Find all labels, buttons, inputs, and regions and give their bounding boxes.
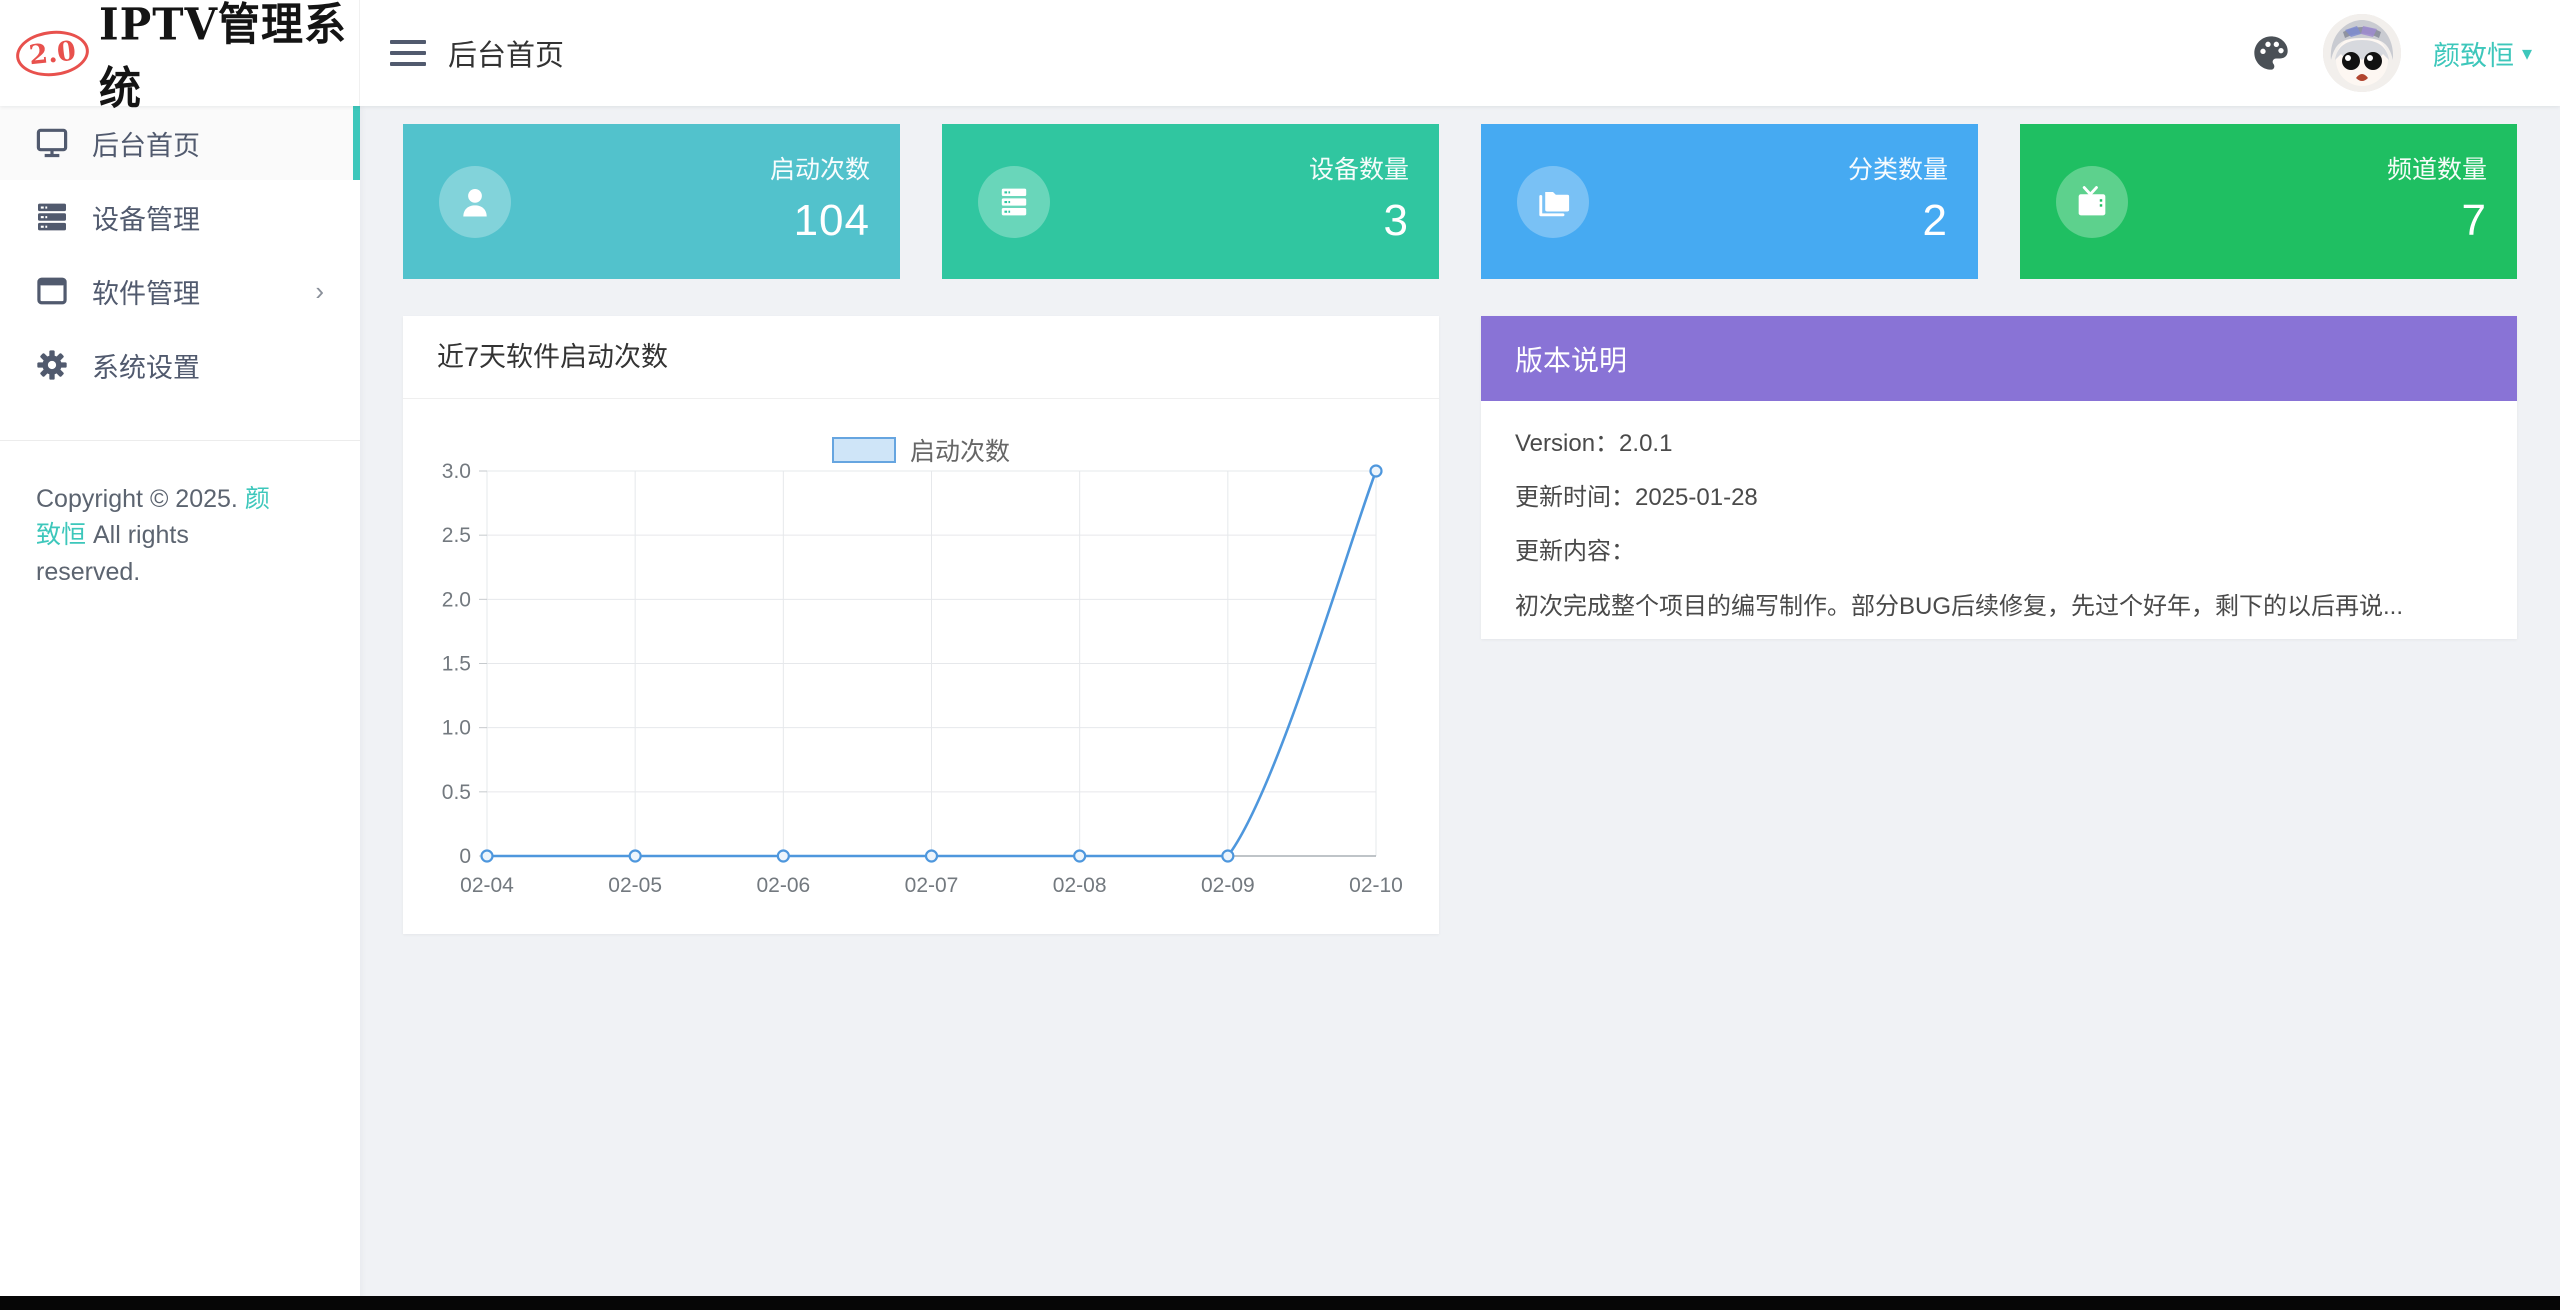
svg-text:02-06: 02-06 xyxy=(756,874,810,897)
stat-label: 频道数量 xyxy=(2386,156,2487,184)
sidebar-item-software[interactable]: 软件管理 › xyxy=(0,254,360,328)
version-panel-body: Version：2.0.1 更新时间：2025-01-28 更新内容： 初次完成… xyxy=(1481,401,2517,622)
stat-card-category-count: 分类数量 2 xyxy=(1481,124,1978,279)
svg-text:02-08: 02-08 xyxy=(1053,874,1107,897)
version-line: Version：2.0.1 xyxy=(1515,430,1673,457)
version-panel: 版本说明 Version：2.0.1 更新时间：2025-01-28 更新内容：… xyxy=(1481,316,2517,639)
legend-label: 启动次数 xyxy=(909,438,1010,466)
stat-card-channel-count: 频道数量 7 xyxy=(2020,124,2517,279)
svg-text:1.0: 1.0 xyxy=(442,717,471,740)
version-panel-title: 版本说明 xyxy=(1515,344,1628,376)
legend-swatch[interactable] xyxy=(831,437,896,463)
sidebar-item-label: 设备管理 xyxy=(92,204,200,235)
avatar-image xyxy=(2322,14,2401,92)
svg-text:02-05: 02-05 xyxy=(608,874,662,897)
update-content-text: 初次完成整个项目的编写制作。部分BUG后续修复，先过个好年，剩下的以后再说... xyxy=(1515,592,2404,620)
version-panel-header: 版本说明 xyxy=(1481,316,2517,401)
stat-card-device-count: 设备数量 3 xyxy=(942,124,1439,279)
palette-icon[interactable] xyxy=(2251,33,2291,73)
launch-chart-panel: 近7天软件启动次数 启动次数 0 0.5 1.0 1.5 2.0 2.5 3.0 02-04 0… xyxy=(403,316,1439,934)
stat-label: 设备数量 xyxy=(1308,156,1409,184)
sidebar: 后台首页 设备管理 软件管理 › xyxy=(0,106,360,1310)
topbar: 2.0 IPTV管理系统 后台首页 xyxy=(0,0,2560,114)
window-icon xyxy=(37,277,67,305)
stat-card-launch-count: 启动次数 104 xyxy=(403,124,900,279)
server-stack-icon xyxy=(978,165,1050,238)
tv-icon xyxy=(2056,165,2128,238)
svg-text:0: 0 xyxy=(459,845,471,868)
panel-divider xyxy=(403,398,1439,399)
stat-cards-row: 启动次数 104 设备数量 3 xyxy=(403,124,2517,279)
copyright: Copyright © 2025. 颜致恒 All rights reserve… xyxy=(0,441,320,590)
copyright-author[interactable]: 颜致恒 xyxy=(36,485,270,550)
sidebar-item-settings[interactable]: 系统设置 xyxy=(0,328,360,402)
stat-value: 3 xyxy=(1383,196,1409,245)
chart-title: 近7天软件启动次数 xyxy=(437,342,669,372)
avatar[interactable] xyxy=(2322,14,2401,92)
svg-text:1.5: 1.5 xyxy=(442,653,471,676)
svg-text:02-10: 02-10 xyxy=(1349,874,1403,897)
sidebar-item-home[interactable]: 后台首页 xyxy=(0,106,360,180)
app-title: IPTV管理系统 xyxy=(98,0,348,114)
gear-icon xyxy=(37,350,67,380)
update-time-line: 更新时间：2025-01-28 xyxy=(1515,484,1758,512)
sidebar-item-label: 系统设置 xyxy=(92,352,200,383)
svg-text:3.0: 3.0 xyxy=(442,460,471,483)
line-chart: 0 0.5 1.0 1.5 2.0 2.5 3.0 02-04 02-05 02-06 02-07 0… xyxy=(442,460,1403,897)
svg-text:02-07: 02-07 xyxy=(905,874,959,897)
app-logo[interactable]: 2.0 IPTV管理系统 xyxy=(0,0,360,114)
main-content: 启动次数 104 设备数量 3 xyxy=(360,106,2560,1310)
stat-value: 7 xyxy=(2461,196,2487,245)
breadcrumb: 后台首页 xyxy=(448,40,565,72)
chevron-right-icon: › xyxy=(315,275,324,306)
user-icon xyxy=(439,165,511,238)
monitor-icon xyxy=(36,128,68,158)
svg-text:2.5: 2.5 xyxy=(442,524,471,547)
stat-value: 104 xyxy=(793,196,870,245)
sidebar-item-devices[interactable]: 设备管理 xyxy=(0,180,360,254)
stat-label: 分类数量 xyxy=(1847,156,1948,184)
chevron-down-icon: ▾ xyxy=(2521,42,2532,65)
username-text: 颜致恒 xyxy=(2432,40,2514,71)
server-icon xyxy=(38,203,66,231)
update-content-label: 更新内容： xyxy=(1515,538,1635,566)
user-menu[interactable]: 颜致恒 ▾ xyxy=(2433,34,2532,73)
copyright-suffix: All rights reserved. xyxy=(36,521,189,586)
svg-text:0.5: 0.5 xyxy=(442,781,471,804)
folder-icon xyxy=(1517,165,1589,238)
bottom-bar xyxy=(0,1296,2560,1310)
svg-text:02-04: 02-04 xyxy=(460,874,514,897)
sidebar-item-label: 软件管理 xyxy=(92,278,200,309)
version-badge: 2.0 xyxy=(13,26,92,80)
copyright-prefix: Copyright © 2025. xyxy=(36,485,245,513)
svg-text:02-09: 02-09 xyxy=(1201,874,1255,897)
chart-legend[interactable]: 启动次数 xyxy=(403,432,1439,468)
stat-label: 启动次数 xyxy=(769,156,870,184)
sidebar-item-label: 后台首页 xyxy=(92,130,200,161)
stat-value: 2 xyxy=(1922,196,1948,245)
svg-text:2.0: 2.0 xyxy=(442,588,471,611)
panels-row: 近7天软件启动次数 启动次数 0 0.5 1.0 1.5 2.0 2.5 3.0 02-04 0… xyxy=(403,316,2517,934)
hamburger-icon[interactable] xyxy=(390,33,426,73)
sidebar-divider xyxy=(0,440,360,441)
topbar-right: 颜致恒 ▾ xyxy=(2251,14,2560,92)
